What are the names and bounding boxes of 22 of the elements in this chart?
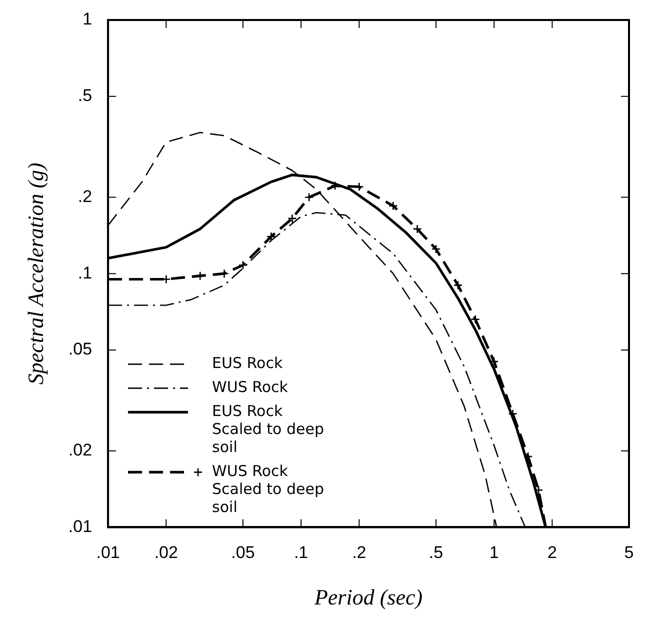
x-tick-label: 5 xyxy=(624,543,634,562)
x-tick-label: .1 xyxy=(294,543,308,562)
y-tick-label: .2 xyxy=(78,186,92,206)
y-tick-label: .02 xyxy=(68,440,92,460)
legend-label: WUS Rock Scaled to deep soil xyxy=(212,462,324,516)
x-tick-label: .05 xyxy=(231,543,255,562)
x-tick-label: .5 xyxy=(428,543,444,562)
y-tick-label: .01 xyxy=(68,516,92,536)
legend-label: EUS Rock xyxy=(212,354,283,372)
x-tick-label: .02 xyxy=(154,543,178,562)
y-axis-title: Spectral Acceleration (g) xyxy=(22,162,48,385)
legend-label: EUS Rock Scaled to deep soil xyxy=(212,402,324,456)
x-tick-label: 2 xyxy=(547,543,557,562)
x-axis-title: Period (sec) xyxy=(313,584,423,610)
y-tick-label: .5 xyxy=(78,86,92,106)
x-tick-label: .01 xyxy=(96,543,120,562)
y-tick-label: 1 xyxy=(82,10,92,29)
y-tick-label: .05 xyxy=(68,340,92,359)
y-tick-label: .1 xyxy=(78,263,92,282)
x-tick-label: .2 xyxy=(352,543,366,562)
x-tick-label: 1 xyxy=(489,543,499,562)
legend-label: WUS Rock xyxy=(212,378,288,396)
